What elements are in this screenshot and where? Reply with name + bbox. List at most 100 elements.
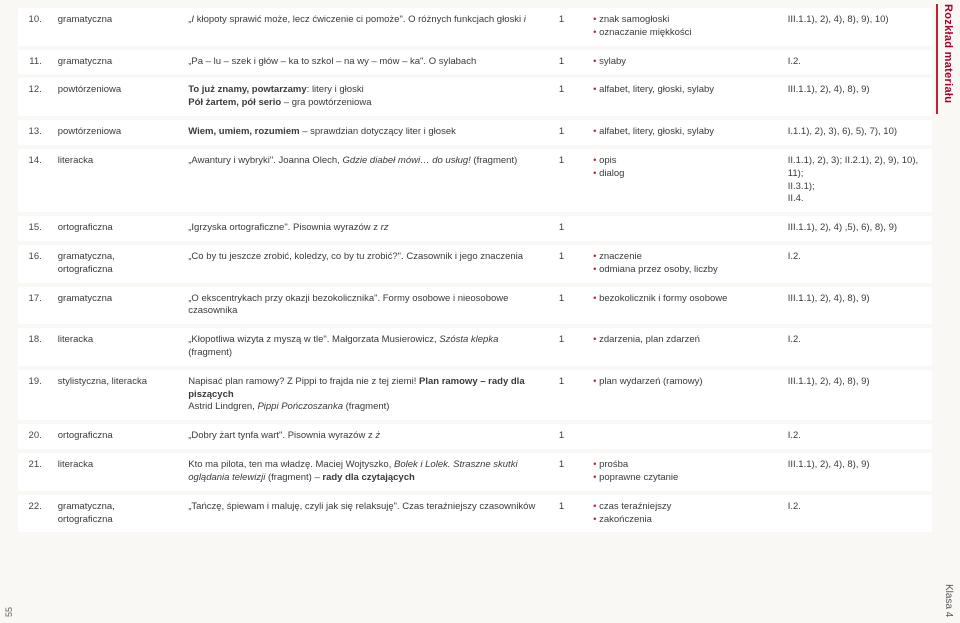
lesson-type: literacka: [50, 453, 180, 491]
curriculum-refs: III.1.1), 2), 4), 8), 9): [780, 370, 932, 420]
lesson-goals: znaczenieodmiana przez osoby, liczby: [573, 245, 780, 283]
table-row: 22.gramatyczna, ortograficzna„Tańczę, śp…: [18, 495, 932, 533]
lesson-hours: 1: [550, 78, 573, 116]
lesson-type: stylistyczna, literacka: [50, 370, 180, 420]
class-label: Klasa 4: [943, 584, 954, 617]
lesson-type: gramatyczna, ortograficzna: [50, 495, 180, 533]
goal-item: zakończenia: [593, 514, 772, 527]
lesson-hours: 1: [550, 424, 573, 449]
goal-item: znak samogłoski: [593, 14, 772, 27]
lesson-goals: znak samogłoskioznaczanie miękkości: [573, 8, 780, 46]
lesson-hours: 1: [550, 287, 573, 325]
curriculum-refs: I.2.: [780, 495, 932, 533]
row-number: 14.: [18, 149, 50, 212]
lesson-hours: 1: [550, 50, 573, 75]
table-row: 11.gramatyczna„Pa – lu – szek i głów – k…: [18, 50, 932, 75]
lesson-hours: 1: [550, 8, 573, 46]
lesson-topic: „Awantury i wybryki". Joanna Olech, Gdzi…: [180, 149, 550, 212]
lesson-goals: opisdialog: [573, 149, 780, 212]
table-row: 12.powtórzeniowaTo już znamy, powtarzamy…: [18, 78, 932, 116]
curriculum-refs: III.1.1), 2), 4), 8), 9), 10): [780, 8, 932, 46]
lesson-hours: 1: [550, 149, 573, 212]
lesson-goals: [573, 216, 780, 241]
row-number: 18.: [18, 328, 50, 366]
goal-item: plan wydarzeń (ramowy): [593, 376, 772, 389]
table-row: 15.ortograficzna„Igrzyska ortograficzne"…: [18, 216, 932, 241]
row-number: 12.: [18, 78, 50, 116]
lesson-topic: To już znamy, powtarzamy: litery i głosk…: [180, 78, 550, 116]
lesson-hours: 1: [550, 495, 573, 533]
row-number: 10.: [18, 8, 50, 46]
curriculum-refs: I.2.: [780, 328, 932, 366]
table-row: 18.literacka„Kłopotliwa wizyta z myszą w…: [18, 328, 932, 366]
goal-item: oznaczanie miękkości: [593, 27, 772, 40]
lesson-goals: [573, 424, 780, 449]
lesson-hours: 1: [550, 245, 573, 283]
goal-item: opis: [593, 155, 772, 168]
goal-item: bezokolicznik i formy osobowe: [593, 293, 772, 306]
lesson-goals: czas teraźniejszyzakończenia: [573, 495, 780, 533]
goal-item: zdarzenia, plan zdarzeń: [593, 334, 772, 347]
curriculum-refs: III.1.1), 2), 4), 8), 9): [780, 453, 932, 491]
goal-item: czas teraźniejszy: [593, 501, 772, 514]
lesson-type: gramatyczna: [50, 287, 180, 325]
lesson-type: literacka: [50, 328, 180, 366]
goal-item: alfabet, litery, głoski, sylaby: [593, 84, 772, 97]
row-number: 11.: [18, 50, 50, 75]
table-row: 19.stylistyczna, literackaNapisać plan r…: [18, 370, 932, 420]
lesson-topic: Napisać plan ramowy? Z Pippi to frajda n…: [180, 370, 550, 420]
lesson-hours: 1: [550, 120, 573, 145]
lesson-hours: 1: [550, 370, 573, 420]
row-number: 15.: [18, 216, 50, 241]
curriculum-refs: I.2.: [780, 50, 932, 75]
goal-item: prośba: [593, 459, 772, 472]
table-row: 20.ortograficzna„Dobry żart tynfa wart".…: [18, 424, 932, 449]
page-number: 55: [4, 607, 14, 617]
row-number: 19.: [18, 370, 50, 420]
lesson-type: gramatyczna: [50, 8, 180, 46]
row-number: 16.: [18, 245, 50, 283]
lesson-goals: alfabet, litery, głoski, sylaby: [573, 78, 780, 116]
curriculum-refs: I.2.: [780, 245, 932, 283]
lesson-topic: Wiem, umiem, rozumiem – sprawdzian dotyc…: [180, 120, 550, 145]
lesson-type: powtórzeniowa: [50, 120, 180, 145]
lesson-goals: alfabet, litery, głoski, sylaby: [573, 120, 780, 145]
lesson-topic: „Tańczę, śpiewam i maluję, czyli jak się…: [180, 495, 550, 533]
lesson-topic: „Co by tu jeszcze zrobić, koledzy, co by…: [180, 245, 550, 283]
lesson-type: gramatyczna: [50, 50, 180, 75]
lesson-hours: 1: [550, 216, 573, 241]
row-number: 13.: [18, 120, 50, 145]
lesson-goals: sylaby: [573, 50, 780, 75]
row-number: 21.: [18, 453, 50, 491]
goal-item: poprawne czytanie: [593, 472, 772, 485]
lesson-type: literacka: [50, 149, 180, 212]
curriculum-table: 10.gramatyczna„I kłopoty sprawić może, l…: [18, 4, 932, 536]
goal-item: znaczenie: [593, 251, 772, 264]
lesson-goals: zdarzenia, plan zdarzeń: [573, 328, 780, 366]
section-label: Rozkład materiału: [942, 4, 954, 103]
lesson-type: powtórzeniowa: [50, 78, 180, 116]
table-row: 14.literacka„Awantury i wybryki". Joanna…: [18, 149, 932, 212]
curriculum-refs: II.1.1), 2), 3); II.2.1), 2), 9), 10), 1…: [780, 149, 932, 212]
lesson-goals: prośbapoprawne czytanie: [573, 453, 780, 491]
curriculum-refs: I.1.1), 2), 3), 6), 5), 7), 10): [780, 120, 932, 145]
lesson-type: ortograficzna: [50, 424, 180, 449]
curriculum-refs: III.1.1), 2), 4) ,5), 6), 8), 9): [780, 216, 932, 241]
row-number: 20.: [18, 424, 50, 449]
lesson-type: ortograficzna: [50, 216, 180, 241]
lesson-hours: 1: [550, 328, 573, 366]
table-row: 17.gramatyczna„O ekscentrykach przy okaz…: [18, 287, 932, 325]
lesson-topic: „Dobry żart tynfa wart". Pisownia wyrazó…: [180, 424, 550, 449]
lesson-topic: „I kłopoty sprawić może, lecz ćwiczenie …: [180, 8, 550, 46]
goal-item: alfabet, litery, głoski, sylaby: [593, 126, 772, 139]
row-number: 17.: [18, 287, 50, 325]
curriculum-refs: I.2.: [780, 424, 932, 449]
lesson-type: gramatyczna, ortograficzna: [50, 245, 180, 283]
curriculum-table-page: 10.gramatyczna„I kłopoty sprawić może, l…: [0, 0, 960, 540]
lesson-topic: Kto ma pilota, ten ma władzę. Maciej Woj…: [180, 453, 550, 491]
goal-item: sylaby: [593, 56, 772, 69]
goal-item: dialog: [593, 168, 772, 181]
lesson-goals: plan wydarzeń (ramowy): [573, 370, 780, 420]
lesson-topic: „Kłopotliwa wizyta z myszą w tle". Małgo…: [180, 328, 550, 366]
red-accent-bar: [936, 4, 938, 114]
